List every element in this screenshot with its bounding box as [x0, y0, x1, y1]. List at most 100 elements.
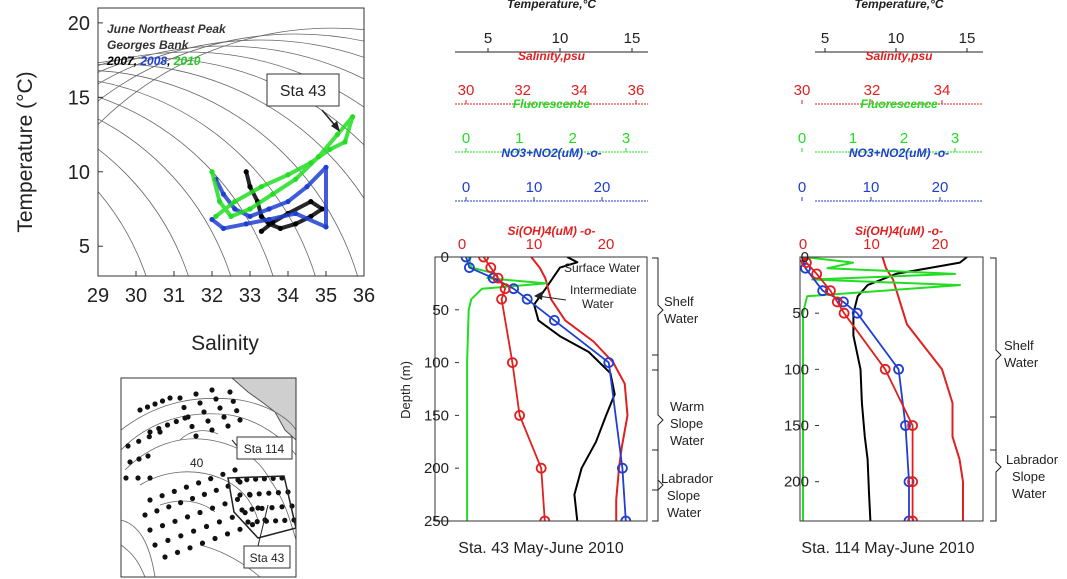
- ts-point-2008: [220, 191, 226, 197]
- shelf-bracket-43: [652, 257, 664, 371]
- station-dot: [232, 467, 238, 473]
- isopycnal-line: [98, 70, 358, 276]
- station-dot: [147, 527, 153, 533]
- p-series-no3: [465, 257, 627, 521]
- legend-2008: 2008: [139, 54, 167, 68]
- p-depth-tick-label: 250: [424, 513, 449, 530]
- p-depth-tick-label: 50: [432, 302, 449, 319]
- station-dot: [282, 517, 288, 524]
- station-dot: [209, 427, 215, 433]
- sta43-map-box: [243, 545, 291, 569]
- p-depth-tick-label: 100: [424, 355, 449, 372]
- p-fl-tick-label: 1: [515, 130, 523, 147]
- labrador-bracket-114: [990, 416, 1002, 522]
- station-dot: [199, 540, 206, 546]
- p43-caption: Sta. 43 May-June 2010: [458, 540, 624, 557]
- p-depth-tick-label: 150: [784, 418, 809, 435]
- p-si-tick-label: 0: [799, 236, 807, 253]
- station-dot: [245, 519, 251, 525]
- p-no3-tick-label: 10: [863, 179, 880, 196]
- p-no3-title: NO3+NO2(uM) -o-: [501, 146, 601, 160]
- station-dot: [147, 429, 153, 435]
- p-fl-tick-label: 0: [798, 130, 806, 147]
- ts-xtick-label: 32: [201, 285, 223, 307]
- legend-sep-1: ,: [133, 54, 141, 68]
- p-no3-tick-label: 0: [462, 179, 470, 196]
- p-marker-no3: [463, 262, 475, 274]
- ts-point-2010: [308, 160, 314, 166]
- p-marker-si: [496, 293, 508, 305]
- ts-xtick-label: 35: [315, 285, 337, 307]
- lab43-label-a: Labrador: [661, 471, 714, 486]
- p-si-title: Si(OH)4(uM) -o-: [855, 224, 943, 238]
- p-series-sal: [881, 257, 964, 521]
- ts-point-2010: [334, 131, 340, 138]
- p-marker-si: [811, 268, 823, 280]
- ts-ytick-label: 10: [68, 162, 90, 184]
- station-dot: [254, 519, 260, 525]
- ts-point-2010: [232, 198, 238, 205]
- station-dot: [209, 505, 216, 511]
- station-dot: [173, 418, 179, 425]
- station-dot: [174, 549, 181, 556]
- station-dot: [239, 507, 245, 513]
- isopycnal-line: [98, 63, 364, 200]
- ts-point-2008: [243, 221, 249, 227]
- p-marker-no3: [549, 314, 560, 326]
- p-marker-no3: [893, 363, 904, 375]
- station-dot: [255, 505, 261, 511]
- station-dot: [152, 542, 158, 548]
- station-dot: [237, 526, 243, 532]
- station-dot: [234, 408, 240, 414]
- isopycnal-line: [98, 39, 364, 85]
- station-dot: [183, 484, 189, 490]
- station-dot: [203, 523, 210, 530]
- p-si-tick-label: 0: [458, 236, 466, 253]
- p-si-tick-label: 10: [863, 236, 880, 253]
- station-dot: [178, 533, 184, 539]
- p-temp-tick-label: 5: [821, 30, 829, 47]
- p-series-no3: [801, 257, 910, 521]
- p-marker-si: [800, 257, 809, 263]
- ts-xtick-label: 33: [239, 285, 261, 307]
- ts-ytick-label: 5: [79, 236, 90, 258]
- station-dot: [220, 471, 226, 477]
- shelf-label-43a: Shelf: [664, 294, 694, 309]
- p-marker-no3: [903, 515, 915, 521]
- station-dot: [253, 476, 259, 482]
- isopycnal-line: [98, 190, 147, 276]
- ts-point-2007: [293, 221, 299, 227]
- station-dot: [269, 505, 275, 511]
- p-marker-si: [907, 476, 918, 488]
- station-dot: [191, 528, 197, 534]
- station-dot: [221, 414, 227, 420]
- station-dot: [227, 389, 233, 395]
- station-dot: [212, 535, 218, 542]
- p-fl-tick-label: 2: [900, 130, 908, 147]
- station-dot: [230, 398, 236, 404]
- p-no3-title: NO3+NO2(uM) -o-: [849, 146, 949, 160]
- ts-point-2007: [270, 219, 276, 225]
- p-series-fl: [802, 257, 962, 521]
- p-sal-title: Salinity,psu: [518, 49, 586, 63]
- station-dot: [256, 491, 262, 497]
- ts-point-2010: [209, 169, 215, 175]
- ts-point-2008: [285, 198, 291, 205]
- station-dot: [266, 490, 272, 496]
- sta43-arrowhead: [331, 121, 340, 132]
- station-dot: [159, 398, 166, 404]
- station-dot: [147, 475, 153, 481]
- ts-point-2007: [308, 198, 314, 205]
- station-dot: [135, 475, 141, 481]
- p-marker-no3: [900, 420, 911, 431]
- ts-xtick-label: 36: [353, 285, 375, 307]
- shelf-label-114a: Shelf: [1004, 338, 1034, 353]
- station-dot: [193, 391, 199, 397]
- station-dot: [152, 401, 158, 407]
- station-dot: [178, 500, 184, 506]
- p-marker-no3: [851, 307, 863, 319]
- p-temp-tick-label: 15: [624, 30, 641, 47]
- station-dot: [201, 491, 207, 497]
- station-dot: [224, 531, 231, 537]
